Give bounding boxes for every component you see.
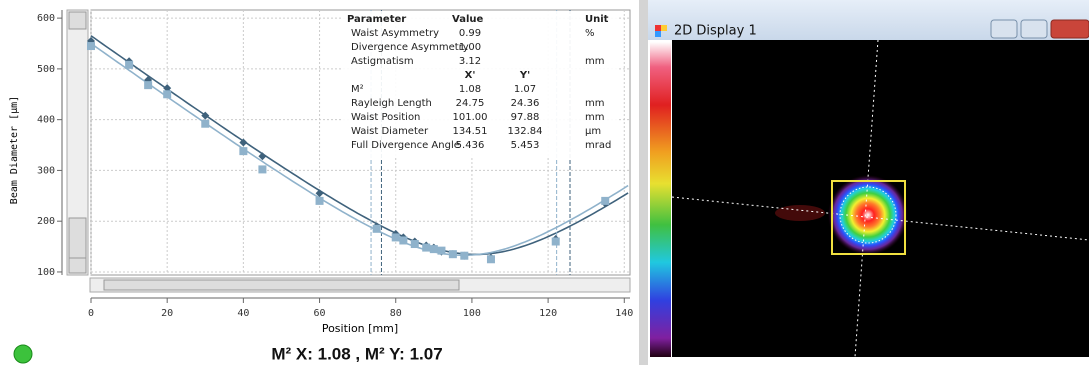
data-point — [201, 120, 209, 128]
table-cell: Divergence Asymmetry — [351, 42, 469, 53]
color-bar — [650, 42, 671, 357]
table-cell: 132.84 — [508, 126, 543, 137]
y-tick-label: 400 — [37, 115, 55, 126]
x-tick-label: 120 — [539, 308, 557, 319]
data-point — [258, 165, 266, 173]
table-cell: Waist Diameter — [351, 126, 429, 137]
scroll-thumb[interactable] — [104, 280, 459, 290]
table-cell: Astigmatism — [351, 56, 414, 67]
y-axis-label: Beam Diameter [µm] — [9, 96, 20, 204]
table-cell: 24.36 — [511, 98, 540, 109]
scroll-thumb[interactable] — [69, 218, 86, 264]
window-icon — [655, 25, 661, 31]
status-led — [14, 345, 32, 363]
status-text: M² X: 1.08 , M² Y: 1.07 — [271, 344, 442, 363]
x-tick-label: 140 — [615, 308, 633, 319]
data-point — [460, 252, 468, 260]
table-cell: mm — [585, 112, 604, 123]
maximize-button[interactable] — [1021, 20, 1047, 38]
table-cell: µm — [585, 126, 601, 137]
table-cell: 5.453 — [511, 140, 540, 151]
data-point — [125, 61, 133, 69]
y-tick-label: 500 — [37, 64, 55, 75]
data-point — [601, 197, 609, 205]
table-cell: Rayleigh Length — [351, 98, 432, 109]
table-subheader: X' — [465, 70, 476, 81]
table-cell: 1.08 — [459, 84, 481, 95]
table-subheader: Y' — [519, 70, 530, 81]
data-point — [316, 197, 324, 205]
table-cell: 3.12 — [459, 56, 481, 67]
table-cell: Waist Asymmetry — [351, 28, 439, 39]
table-cell: 1.00 — [459, 42, 481, 53]
x-tick-label: 20 — [161, 308, 173, 319]
table-cell: M² — [351, 84, 364, 95]
table-cell: 5.436 — [456, 140, 485, 151]
window-title: 2D Display 1 — [674, 24, 757, 39]
table-cell: 97.88 — [511, 112, 540, 123]
data-point — [437, 247, 445, 255]
param-table: Parameter Value Unit Waist Asymmetry 0.99% Di… — [343, 11, 618, 158]
x-axis-label: Position [mm] — [322, 322, 398, 335]
data-point — [239, 147, 247, 155]
splitter[interactable] — [639, 0, 648, 365]
table-cell: 0.99 — [459, 28, 481, 39]
data-point — [449, 250, 457, 258]
data-point — [411, 240, 419, 248]
scroll-up[interactable] — [69, 12, 86, 29]
table-header: Parameter — [347, 14, 406, 25]
y-tick-label: 100 — [37, 267, 55, 278]
table-header: Value — [452, 14, 483, 25]
table-cell: 134.51 — [453, 126, 488, 137]
x-tick-label: 60 — [314, 308, 326, 319]
table-cell: mm — [585, 98, 604, 109]
data-point — [144, 81, 152, 89]
y-tick-label: 600 — [37, 13, 55, 24]
window-icon — [661, 25, 667, 31]
scroll-down[interactable] — [69, 258, 86, 273]
minimize-button[interactable] — [991, 20, 1017, 38]
data-point — [487, 255, 495, 263]
table-cell: mm — [585, 56, 604, 67]
data-point — [422, 244, 430, 252]
data-point — [399, 236, 407, 244]
table-header: Unit — [585, 14, 609, 25]
data-point — [552, 237, 560, 245]
y-tick-label: 200 — [37, 216, 55, 227]
beam-halo — [775, 205, 825, 221]
table-cell: 1.07 — [514, 84, 536, 95]
table-cell: 24.75 — [456, 98, 485, 109]
table-cell: 101.00 — [453, 112, 488, 123]
x-tick-label: 0 — [88, 308, 94, 319]
data-point — [87, 42, 95, 50]
x-tick-label: 40 — [237, 308, 249, 319]
display-window: 2D Display 1 — [648, 0, 1089, 357]
data-point — [430, 245, 438, 253]
data-point — [163, 90, 171, 98]
close-button[interactable] — [1051, 20, 1089, 38]
table-cell: mrad — [585, 140, 611, 151]
data-point — [373, 225, 381, 233]
table-cell: % — [585, 28, 595, 39]
table-cell: Full Divergence Angle — [351, 140, 460, 151]
window-icon — [655, 31, 661, 37]
y-tick-label: 300 — [37, 165, 55, 176]
data-point — [392, 233, 400, 241]
table-cell: Waist Position — [351, 112, 420, 123]
screen: Beam Diameter [µm] Position [mm] 1002003… — [0, 0, 1089, 365]
x-tick-label: 100 — [463, 308, 481, 319]
x-tick-label: 80 — [390, 308, 402, 319]
